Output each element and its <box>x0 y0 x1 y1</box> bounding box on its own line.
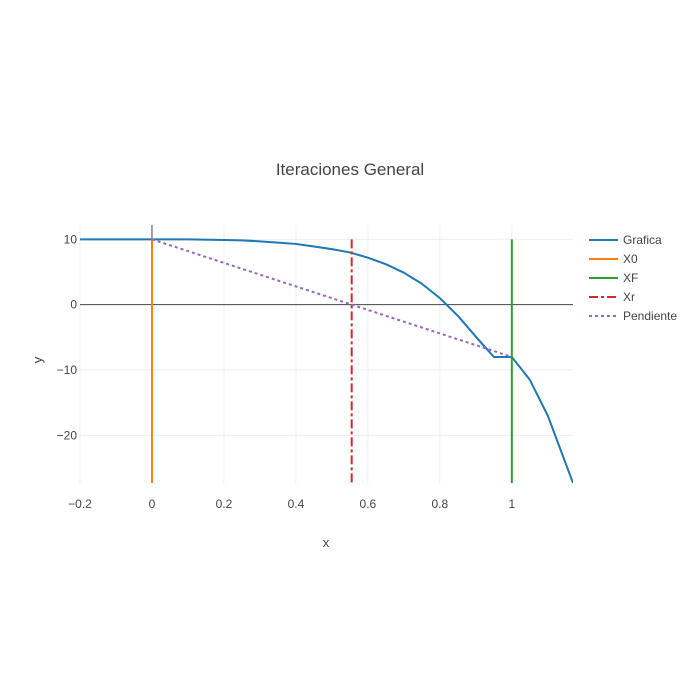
x-tick-label: 0.6 <box>360 497 377 511</box>
legend-label-xf: XF <box>623 271 638 285</box>
grid <box>79 225 573 483</box>
x-tick-label: 0.8 <box>432 497 449 511</box>
series-grafica-line <box>80 238 573 483</box>
legend-label-grafica: Grafica <box>623 233 662 247</box>
y-tick-labels: 10 0 −10 −20 <box>57 232 78 442</box>
x-axis-title: x <box>323 535 330 550</box>
legend: Grafica X0 XF Xr Pendiente <box>589 233 677 323</box>
x-tick-label: −0.2 <box>68 497 92 511</box>
x-tick-label: 0.2 <box>216 497 233 511</box>
plot-area <box>80 238 573 483</box>
legend-label-pendiente: Pendiente <box>623 309 677 323</box>
y-tick-label: 10 <box>64 232 78 246</box>
x-tick-label: 1 <box>508 497 515 511</box>
legend-label-xr: Xr <box>623 290 635 304</box>
y-tick-label: −10 <box>57 363 78 377</box>
x-tick-labels: −0.2 0 0.2 0.4 0.6 0.8 1 <box>68 497 515 511</box>
legend-label-x0: X0 <box>623 252 638 266</box>
axes <box>80 225 573 483</box>
y-tick-label: −20 <box>57 428 78 442</box>
x-tick-label: 0 <box>149 497 156 511</box>
chart-title: Iteraciones General <box>276 160 424 179</box>
x-tick-label: 0.4 <box>288 497 305 511</box>
y-tick-label: 0 <box>70 298 77 312</box>
y-axis-title: y <box>30 356 45 363</box>
series-pendiente-line <box>151 238 513 358</box>
